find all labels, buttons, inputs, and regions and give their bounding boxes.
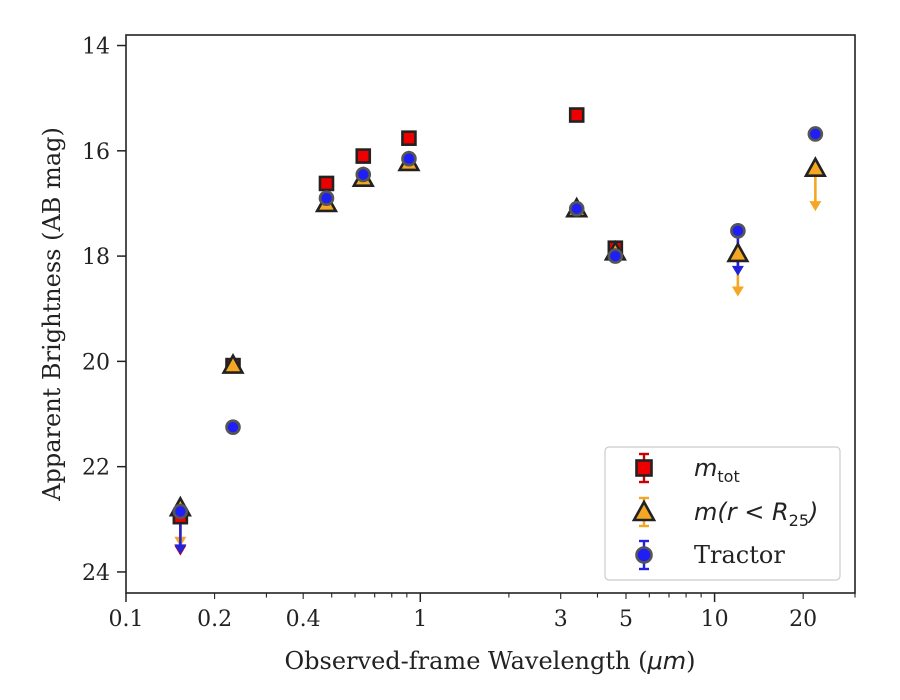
y-axis-label: Apparent Brightness (AB mag) xyxy=(38,127,66,502)
data-point xyxy=(172,503,189,520)
legend-marker xyxy=(631,499,657,522)
data-point xyxy=(225,419,241,435)
x-tick-label: 10 xyxy=(701,607,729,632)
series-circle xyxy=(172,126,824,520)
axes xyxy=(125,34,856,594)
data-point xyxy=(318,190,335,206)
x-tick-label: 0.1 xyxy=(109,607,144,632)
plot-frame xyxy=(125,34,856,594)
y-tick-label: 16 xyxy=(82,140,110,165)
legend: mtot m(r < R25) Tractor xyxy=(604,446,841,581)
data-point xyxy=(318,175,335,192)
x-axis-label: Observed-frame Wavelength (μm) xyxy=(285,647,696,675)
x-axis-ticks: 0.1 0.2 0.4 1 3 5 10 20 xyxy=(109,593,856,632)
data-point xyxy=(221,353,245,374)
plot-area xyxy=(168,107,827,556)
data-point xyxy=(803,156,827,177)
x-tick-label: 0.2 xyxy=(197,607,232,632)
data-point xyxy=(607,248,624,264)
y-axis-ticks: 14 16 18 20 22 24 xyxy=(82,35,126,586)
x-tick-label: 5 xyxy=(619,607,633,632)
legend-label: mtot xyxy=(694,454,740,486)
y-tick-label: 14 xyxy=(82,35,110,60)
y-tick-label: 22 xyxy=(82,456,110,481)
x-tick-label: 20 xyxy=(789,607,817,632)
y-tick-label: 18 xyxy=(82,245,110,270)
x-tick-label: 0.4 xyxy=(286,607,321,632)
data-point xyxy=(568,200,585,217)
data-point xyxy=(807,126,824,142)
x-tick-label: 1 xyxy=(413,607,427,632)
data-point xyxy=(730,223,746,239)
x-tick-label: 3 xyxy=(554,607,568,632)
legend-box xyxy=(604,446,841,581)
legend-label: Tractor xyxy=(694,541,785,569)
legend-marker xyxy=(635,459,653,477)
data-point xyxy=(355,148,372,164)
y-tick-label: 24 xyxy=(82,561,110,586)
data-point xyxy=(568,107,585,123)
legend-marker xyxy=(635,546,653,564)
data-point xyxy=(401,130,417,146)
y-tick-label: 20 xyxy=(82,350,110,375)
legend-label: m(r < R25) xyxy=(694,498,818,530)
data-point xyxy=(726,241,750,263)
data-point xyxy=(355,166,372,183)
data-point xyxy=(401,150,417,167)
